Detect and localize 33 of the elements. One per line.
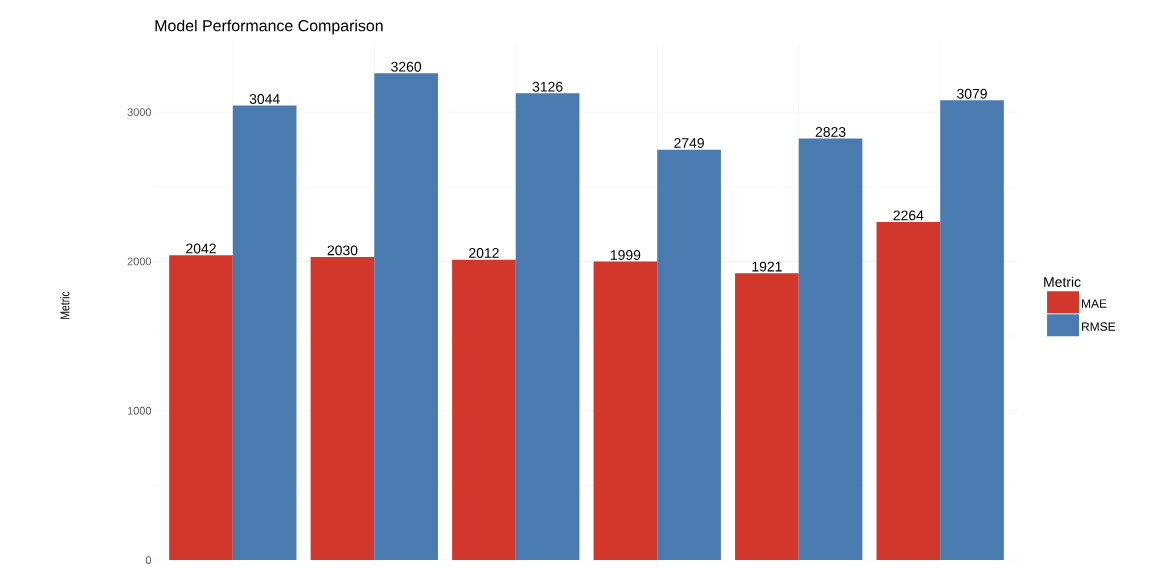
bar bbox=[310, 256, 375, 561]
data-label: 3260 bbox=[391, 61, 422, 72]
bar bbox=[232, 105, 297, 561]
data-label: 1999 bbox=[610, 250, 641, 260]
bar bbox=[657, 149, 721, 561]
legend-title: Metric bbox=[1044, 276, 1081, 287]
y-tick-label: 0 bbox=[145, 556, 152, 564]
data-label: 2012 bbox=[469, 248, 499, 258]
data-label: 2264 bbox=[893, 210, 924, 221]
chart-title: Model Performance Comparison bbox=[155, 19, 383, 35]
data-label: 3079 bbox=[957, 88, 987, 99]
data-label: 2042 bbox=[186, 243, 216, 254]
bar bbox=[452, 259, 516, 561]
bar bbox=[735, 273, 799, 561]
legend-label: MAE bbox=[1082, 299, 1107, 308]
bar bbox=[593, 261, 658, 561]
bar bbox=[169, 255, 233, 561]
bar bbox=[940, 100, 1004, 561]
data-label: 1921 bbox=[752, 261, 782, 272]
bar bbox=[515, 93, 580, 561]
data-label: 2030 bbox=[327, 245, 358, 256]
bar bbox=[876, 222, 941, 561]
y-tick-label: 1000 bbox=[127, 406, 152, 415]
bar bbox=[798, 138, 863, 561]
bar bbox=[374, 73, 438, 561]
y-tick-label: 2000 bbox=[127, 257, 152, 266]
data-label: 2749 bbox=[674, 138, 704, 148]
data-label: 3126 bbox=[532, 81, 563, 92]
data-label: 2823 bbox=[815, 127, 846, 137]
data-label: 3044 bbox=[249, 94, 280, 104]
y-tick-label: 3000 bbox=[127, 108, 152, 117]
legend-label: RMSE bbox=[1082, 322, 1116, 331]
y-axis-title: Metric bbox=[59, 291, 70, 319]
